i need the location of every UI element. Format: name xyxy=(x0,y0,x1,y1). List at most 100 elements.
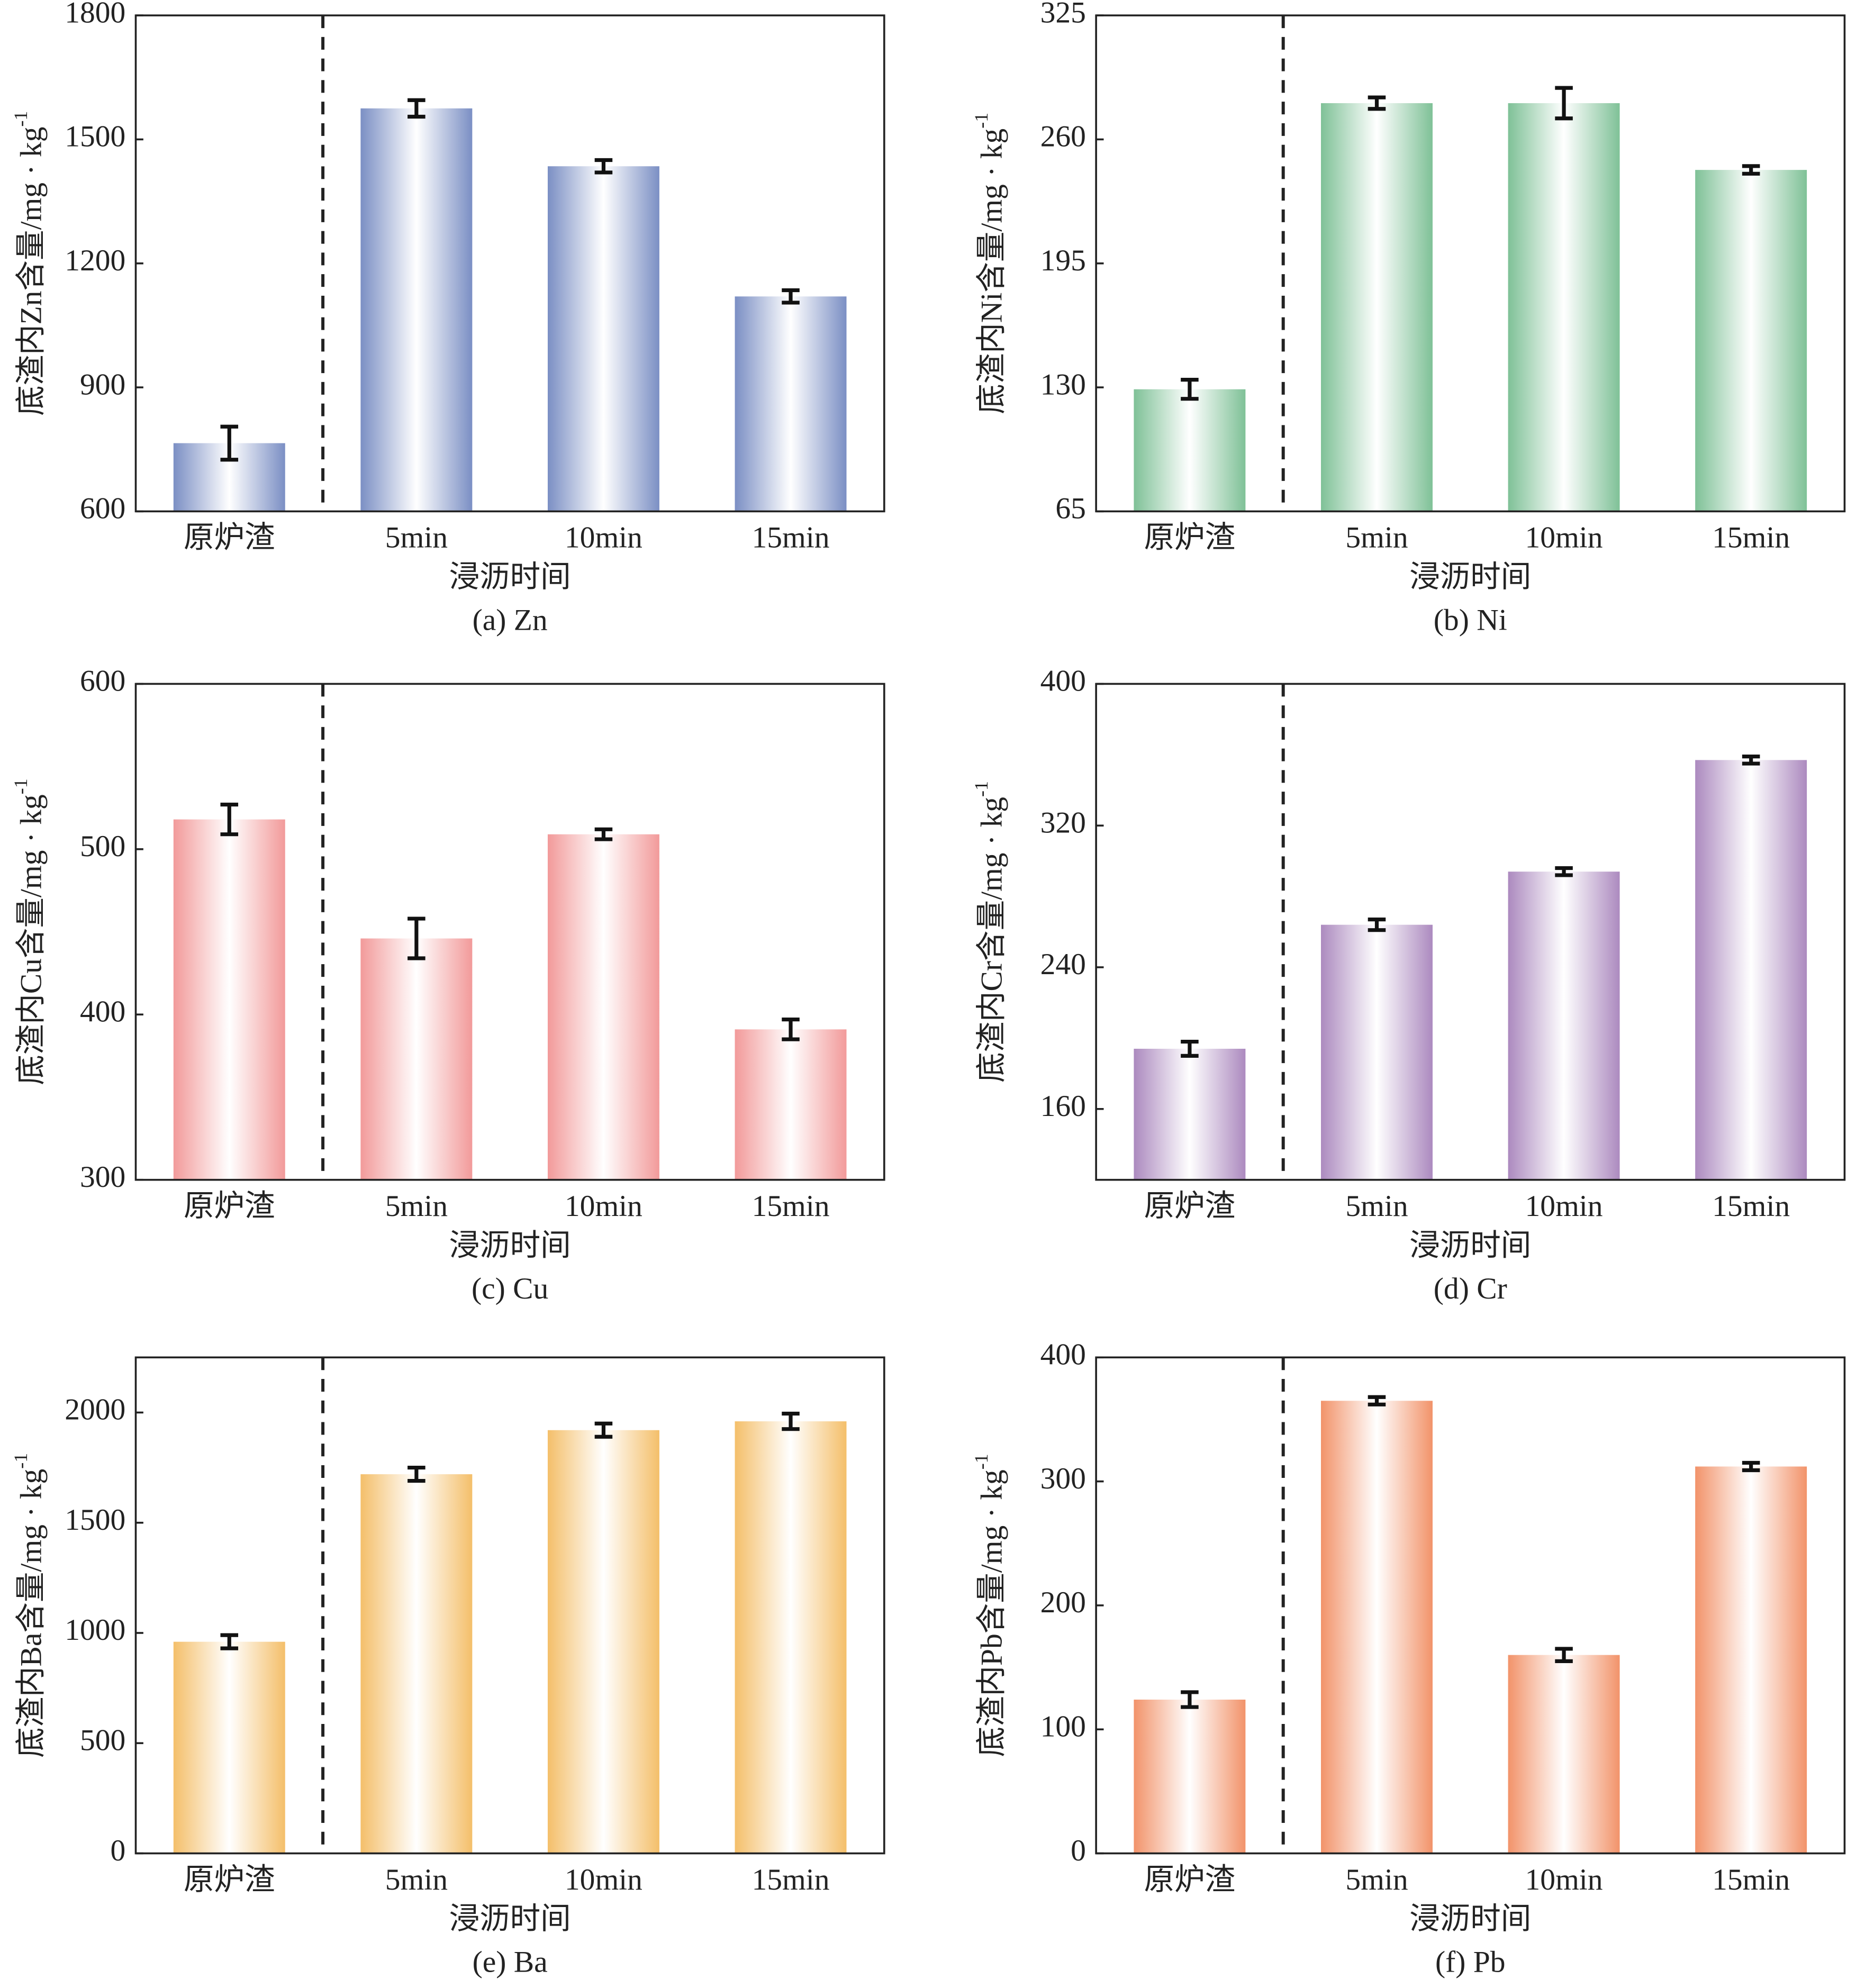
error-bar xyxy=(408,1465,425,1483)
y-tick-label: 130 xyxy=(1040,368,1086,401)
y-tick-label: 400 xyxy=(80,995,125,1028)
y-tick-label: 320 xyxy=(1040,806,1086,839)
error-bar xyxy=(220,424,239,462)
bar xyxy=(173,1641,285,1854)
x-tick-label: 5min xyxy=(385,1863,448,1896)
x-tick-label: 5min xyxy=(1345,1190,1408,1223)
x-tick-label: 原炉渣 xyxy=(1144,1190,1236,1223)
plot-frame xyxy=(134,683,885,1181)
error-bar xyxy=(1555,86,1573,121)
x-axis-label: 浸沥时间 xyxy=(449,1229,571,1262)
error-bar xyxy=(1555,866,1573,877)
y-axis-label-sup: -1 xyxy=(971,781,992,797)
bar xyxy=(1695,1466,1807,1854)
y-tick-label: 400 xyxy=(1040,665,1086,698)
y-axis-label: 底渣内Pb含量/mg · kg-1 xyxy=(971,1454,1009,1757)
y-axis-label-sup: -1 xyxy=(10,111,31,127)
y-tick-label: 240 xyxy=(1040,948,1086,981)
x-tick-label: 5min xyxy=(1345,1863,1408,1896)
y-tick-label: 1200 xyxy=(65,244,125,277)
bar xyxy=(1134,1699,1246,1854)
bar xyxy=(1321,103,1433,512)
x-tick-label: 15min xyxy=(752,1863,830,1896)
error-bar xyxy=(1742,1460,1760,1473)
x-tick-label: 5min xyxy=(385,521,448,555)
chart-title: (c) Cu xyxy=(472,1272,548,1305)
error-bar xyxy=(1555,1647,1573,1663)
bar xyxy=(547,834,659,1180)
x-tick-label: 15min xyxy=(1712,1190,1790,1223)
bar xyxy=(735,1421,847,1854)
x-tick-label: 原炉渣 xyxy=(1144,1863,1236,1896)
y-tick-label: 100 xyxy=(1040,1710,1086,1743)
bar xyxy=(547,1430,659,1854)
y-axis-label: 底渣内Cr含量/mg · kg-1 xyxy=(971,781,1009,1083)
y-tick-label: 600 xyxy=(80,665,125,698)
error-bar xyxy=(782,1411,800,1431)
bar xyxy=(360,938,473,1180)
y-tick-label: 1500 xyxy=(65,120,125,153)
x-tick-label: 10min xyxy=(1525,1190,1603,1223)
y-tick-label: 195 xyxy=(1040,244,1086,277)
y-tick-label: 200 xyxy=(1040,1586,1086,1619)
x-tick-label: 10min xyxy=(565,521,642,555)
x-axis-label: 浸沥时间 xyxy=(1409,560,1531,594)
y-axis-label: 底渣内Ba含量/mg · kg-1 xyxy=(10,1453,48,1758)
x-tick-label: 15min xyxy=(1712,521,1790,555)
plot-frame xyxy=(134,1356,885,1855)
bar xyxy=(735,296,847,512)
error-bar xyxy=(408,98,425,119)
x-axis-label: 浸沥时间 xyxy=(449,1902,571,1936)
plot-frame xyxy=(1095,683,1846,1181)
error-bar xyxy=(594,158,613,175)
y-tick-label: 900 xyxy=(80,368,125,401)
error-bar xyxy=(1181,1039,1199,1058)
error-bar xyxy=(1181,1690,1199,1709)
bar xyxy=(360,1474,473,1854)
bar xyxy=(1134,1048,1246,1180)
bar xyxy=(1134,389,1246,512)
error-bar xyxy=(408,916,425,960)
x-axis-label: 浸沥时间 xyxy=(1409,1229,1531,1262)
error-bar xyxy=(220,1633,239,1650)
chart-title: (d) Cr xyxy=(1434,1272,1507,1305)
y-axis-label-sup: -1 xyxy=(10,778,31,794)
y-axis-label-sup: -1 xyxy=(10,1453,31,1469)
error-bar xyxy=(1181,378,1199,401)
y-tick-label: 1800 xyxy=(65,0,125,29)
x-tick-label: 10min xyxy=(1525,521,1603,555)
error-bar xyxy=(782,288,800,305)
y-tick-label: 65 xyxy=(1055,492,1086,525)
y-tick-label: 325 xyxy=(1040,0,1086,29)
y-axis-label-text: 底渣内Cr含量/mg · kg xyxy=(975,797,1009,1083)
bar xyxy=(1695,760,1807,1180)
y-axis-label: 底渣内Zn含量/mg · kg-1 xyxy=(10,111,48,416)
x-tick-label: 原炉渣 xyxy=(184,1190,275,1223)
y-axis-label-text: 底渣内Cu含量/mg · kg xyxy=(15,794,48,1085)
x-tick-label: 10min xyxy=(565,1863,642,1896)
x-tick-label: 5min xyxy=(1345,521,1408,555)
x-tick-label: 15min xyxy=(752,521,830,555)
y-tick-label: 160 xyxy=(1040,1090,1086,1123)
error-bar xyxy=(1368,1395,1386,1406)
y-axis-label-text: 底渣内Ni含量/mg · kg xyxy=(975,129,1009,414)
x-tick-label: 10min xyxy=(1525,1863,1603,1896)
y-axis-label: 底渣内Ni含量/mg · kg-1 xyxy=(971,113,1009,414)
y-tick-label: 500 xyxy=(80,1723,125,1757)
bar xyxy=(1508,872,1620,1180)
error-bar xyxy=(1742,755,1760,766)
chart-title: (a) Zn xyxy=(473,604,548,637)
bar xyxy=(1508,1655,1620,1854)
x-axis-label: 浸沥时间 xyxy=(1409,1902,1531,1936)
y-tick-label: 300 xyxy=(80,1160,125,1194)
y-axis-label-sup: -1 xyxy=(971,1454,992,1469)
bar xyxy=(1321,924,1433,1180)
y-tick-label: 260 xyxy=(1040,120,1086,153)
x-tick-label: 原炉渣 xyxy=(184,521,275,555)
y-tick-label: 0 xyxy=(111,1834,126,1867)
y-tick-label: 400 xyxy=(1040,1338,1086,1371)
chart-title: (b) Ni xyxy=(1434,604,1507,637)
error-bar xyxy=(1368,918,1386,932)
y-tick-label: 2000 xyxy=(65,1393,125,1427)
error-bar xyxy=(1742,164,1760,176)
